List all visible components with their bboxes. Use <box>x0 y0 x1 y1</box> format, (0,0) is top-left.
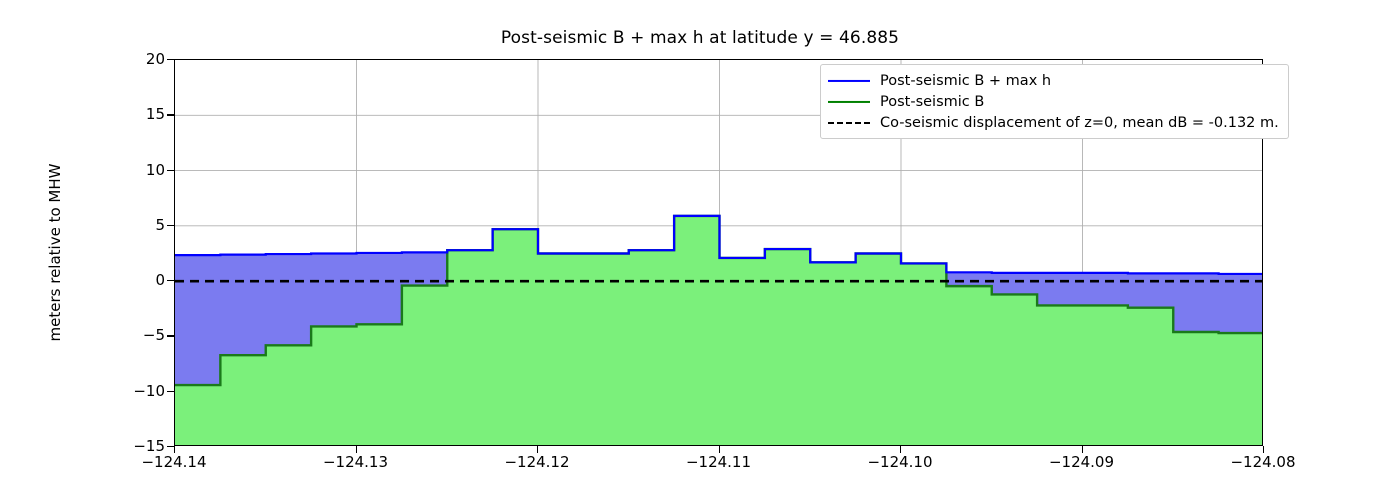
x-tick-mark <box>1081 446 1083 453</box>
y-tick-mark <box>167 224 174 227</box>
x-tick-label: −124.08 <box>1230 453 1296 471</box>
y-tick-label: 5 <box>155 215 165 234</box>
y-tick-mark <box>167 114 174 116</box>
y-tick-label: −15 <box>133 437 165 455</box>
chart-title: Post-seismic B + max h at latitude y = 4… <box>500 28 900 48</box>
x-tick-mark <box>174 446 176 453</box>
post-seismic-b-plus-max-h-line <box>175 214 1262 276</box>
legend-swatch-icon <box>828 95 870 109</box>
x-tick-label: −124.12 <box>504 453 570 471</box>
post-seismic-b-fill <box>175 215 1262 445</box>
post-seismic-b-plus-max-h-stepline <box>175 214 1262 276</box>
y-tick-label: 0 <box>155 271 165 290</box>
y-tick-label: −5 <box>142 326 165 345</box>
y-axis-label: meters relative to MHW <box>46 163 64 342</box>
y-tick-label: 20 <box>145 50 165 68</box>
x-tick-mark <box>537 446 539 453</box>
x-tick-label: −124.14 <box>141 453 207 471</box>
legend-row: Co-seismic displacement of z=0, mean dB … <box>828 112 1279 133</box>
x-tick-mark <box>1263 446 1265 453</box>
post-seismic-b-area <box>175 215 1262 445</box>
y-tick-mark <box>167 280 174 282</box>
legend-swatch-icon <box>828 74 870 88</box>
y-axis-tick-labels: −15 −10 −5 0 5 10 15 20 <box>105 50 165 455</box>
y-tick-mark <box>167 390 174 392</box>
legend-swatch-icon <box>828 116 870 130</box>
x-tick-label: −124.09 <box>1048 453 1115 471</box>
x-tick-mark <box>900 446 902 453</box>
x-tick-label: −124.10 <box>867 453 933 471</box>
legend-label: Post-seismic B + max h <box>880 72 1052 89</box>
x-axis-tick-labels: −124.14 −124.13 −124.12 −124.11 −124.10 −124.… <box>141 453 1295 477</box>
legend-row: Post-seismic B <box>828 91 1279 112</box>
y-tick-label: 10 <box>145 160 165 179</box>
x-tick-mark <box>355 446 357 453</box>
legend-row: Post-seismic B + max h <box>828 70 1279 91</box>
legend-label: Co-seismic displacement of z=0, mean dB … <box>880 114 1279 131</box>
y-tick-label: −10 <box>133 381 165 400</box>
y-tick-label: 15 <box>145 105 165 124</box>
chart-svg <box>175 60 1262 445</box>
x-tick-label: −124.13 <box>322 453 389 471</box>
y-tick-mark <box>167 335 174 337</box>
y-tick-mark <box>167 59 174 61</box>
y-tick-mark <box>167 169 174 171</box>
legend-label: Post-seismic B <box>880 93 985 110</box>
x-tick-mark <box>718 446 720 453</box>
x-tick-label: −124.11 <box>685 453 752 471</box>
y-tick-mark <box>167 446 174 448</box>
chart-legend: Post-seismic B + max h Post-seismic B Co-s… <box>820 64 1289 139</box>
